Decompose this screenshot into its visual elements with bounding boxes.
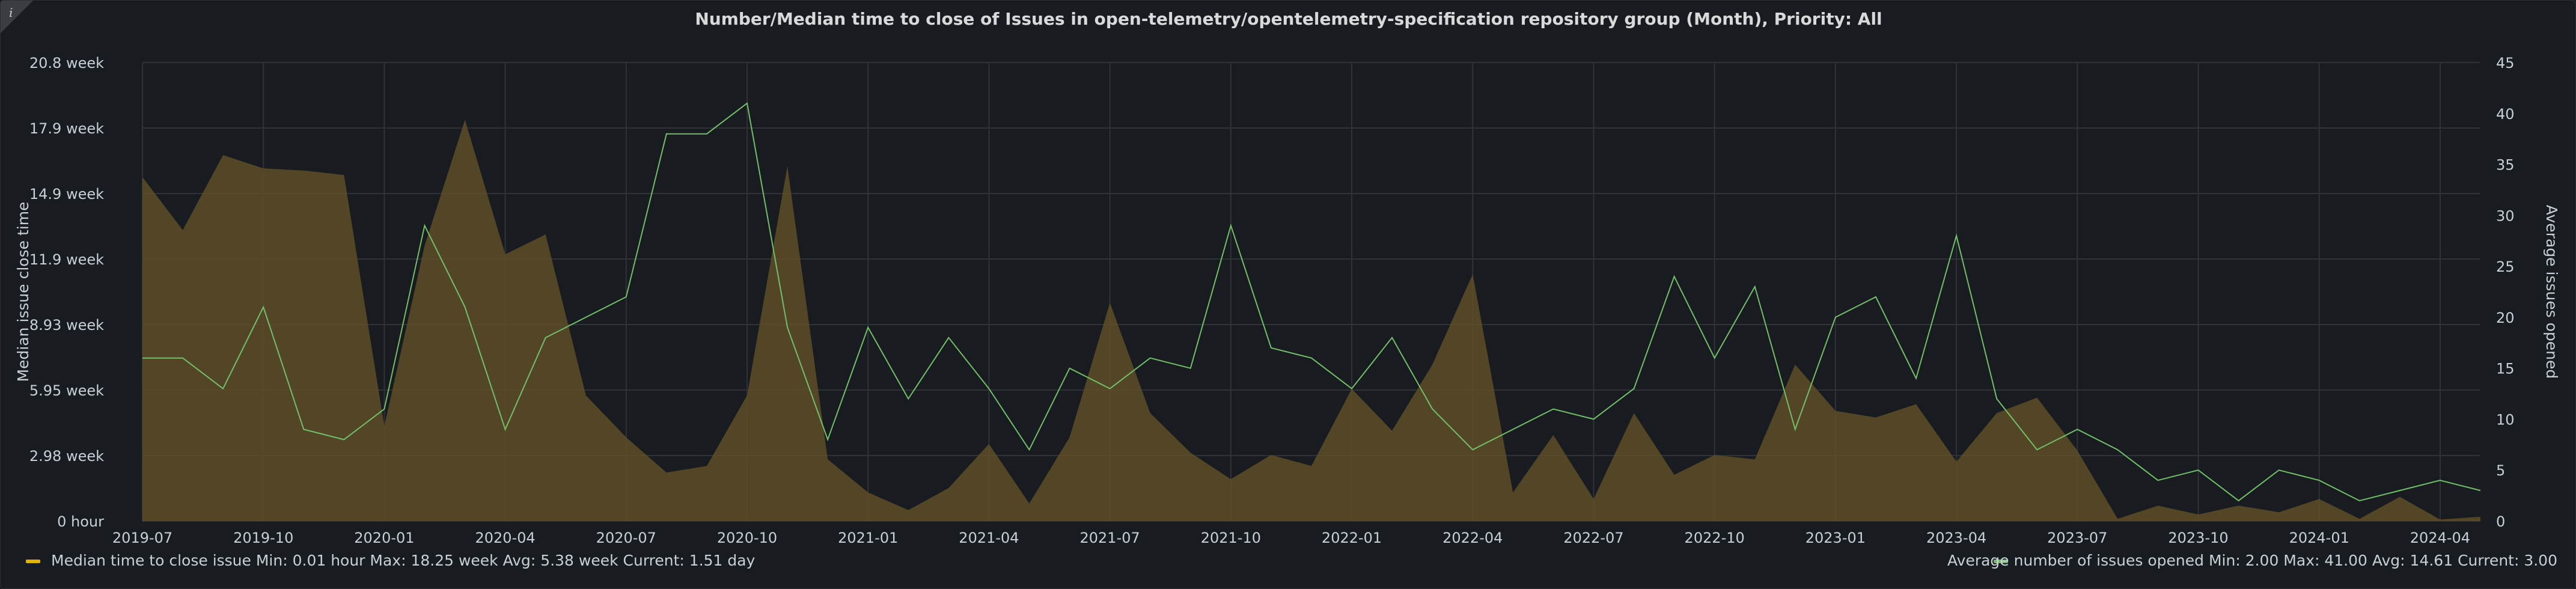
x-tick-label: 2024-01 <box>2289 529 2349 546</box>
legend-entry-issues: Average number of issues opened Min: 2.0… <box>1947 552 2557 569</box>
y-right-tick-label: 5 <box>2496 462 2505 479</box>
x-tick-label: 2023-01 <box>1805 529 1866 546</box>
y-right-tick-label: 30 <box>2496 207 2515 224</box>
x-tick-label: 2024-04 <box>2410 529 2470 546</box>
x-tick-label: 2023-04 <box>1926 529 1986 546</box>
x-tick-label: 2021-01 <box>838 529 898 546</box>
y-right-tick-label: 35 <box>2496 157 2515 174</box>
y-left-tick-label: 0 hour <box>57 513 104 530</box>
x-tick-label: 2022-01 <box>1322 529 1382 546</box>
y-right-tick-label: 45 <box>2496 55 2515 72</box>
y-right-tick-label: 15 <box>2496 361 2515 377</box>
y-right-tick-label: 20 <box>2496 310 2515 326</box>
legend-swatch-issues <box>1994 560 2008 563</box>
y-left-tick-label: 14.9 week <box>29 186 104 203</box>
y-left-tick-label: 8.93 week <box>29 317 104 334</box>
x-tick-label: 2021-04 <box>959 529 1019 546</box>
y-left-axis-label: Median issue close time <box>14 202 32 382</box>
info-icon[interactable]: i <box>9 5 13 20</box>
legend-entry-median: Median time to close issue Min: 0.01 hou… <box>51 552 755 569</box>
x-tick-label: 2019-10 <box>233 529 293 546</box>
y-right-tick-label: 25 <box>2496 258 2515 275</box>
x-tick-label: 2019-07 <box>112 529 172 546</box>
legend-swatch-median <box>26 560 40 563</box>
y-right-axis-label: Average issues opened <box>2543 205 2560 379</box>
x-tick-label: 2020-10 <box>717 529 777 546</box>
panel-corner[interactable] <box>1 1 33 33</box>
y-left-tick-label: 2.98 week <box>29 448 104 465</box>
y-left-tick-label: 17.9 week <box>29 120 104 137</box>
x-tick-label: 2020-01 <box>354 529 414 546</box>
x-tick-label: 2021-07 <box>1080 529 1140 546</box>
x-tick-label: 2022-10 <box>1685 529 1745 546</box>
x-tick-label: 2023-10 <box>2168 529 2228 546</box>
y-right-tick-label: 0 <box>2496 513 2505 530</box>
y-right-tick-label: 10 <box>2496 411 2515 428</box>
x-tick-label: 2020-04 <box>475 529 535 546</box>
y-right-tick-label: 40 <box>2496 106 2515 123</box>
x-tick-label: 2023-07 <box>2047 529 2107 546</box>
y-left-tick-label: 20.8 week <box>29 55 104 72</box>
chart-title: Number/Median time to close of Issues in… <box>695 9 1882 29</box>
x-tick-label: 2020-07 <box>596 529 656 546</box>
y-left-tick-label: 11.9 week <box>29 251 104 268</box>
x-tick-label: 2022-07 <box>1563 529 1623 546</box>
x-tick-label: 2021-10 <box>1201 529 1261 546</box>
y-left-tick-label: 5.95 week <box>29 382 104 399</box>
series-area-median-close-time <box>142 120 2480 521</box>
series-line-issues-opened <box>142 102 2481 502</box>
x-tick-label: 2022-04 <box>1442 529 1503 546</box>
